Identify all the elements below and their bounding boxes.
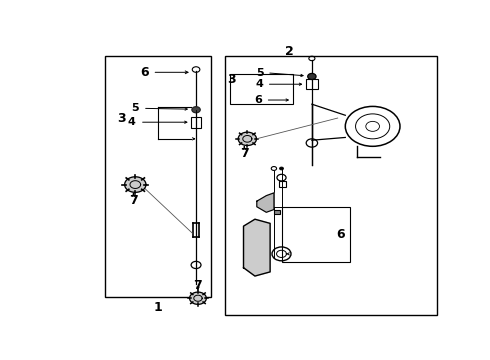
Polygon shape	[190, 292, 206, 304]
Polygon shape	[244, 219, 270, 276]
Circle shape	[308, 73, 316, 80]
Text: 6: 6	[141, 66, 149, 79]
Text: 6: 6	[254, 95, 262, 105]
Circle shape	[192, 107, 200, 113]
Text: 2: 2	[285, 45, 294, 58]
Text: 1: 1	[154, 301, 163, 314]
Circle shape	[280, 167, 283, 170]
Text: 7: 7	[240, 147, 248, 160]
Polygon shape	[257, 193, 274, 212]
Text: 5: 5	[131, 103, 139, 113]
Text: 3: 3	[117, 112, 125, 125]
Text: 6: 6	[336, 228, 344, 241]
Text: 3: 3	[227, 73, 236, 86]
Text: 4: 4	[255, 79, 263, 89]
Polygon shape	[238, 132, 256, 145]
Polygon shape	[274, 210, 280, 214]
Text: 4: 4	[127, 117, 135, 127]
Text: 7: 7	[129, 194, 138, 207]
Text: 7: 7	[194, 279, 202, 292]
Polygon shape	[124, 177, 146, 192]
Text: 5: 5	[256, 68, 264, 78]
